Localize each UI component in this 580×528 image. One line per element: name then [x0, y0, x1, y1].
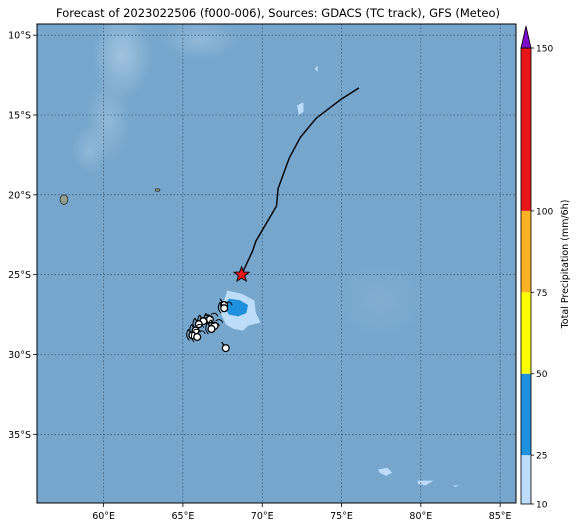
longitude-tick-label: 65°E — [171, 511, 194, 522]
cloud-texture — [72, 125, 108, 175]
wind-barb — [217, 301, 222, 314]
wind-symbols — [186, 298, 233, 353]
island-layer — [59, 188, 161, 205]
wind-barb — [199, 317, 208, 322]
current-position-star — [232, 265, 251, 283]
longitude-tick-label: 75°E — [330, 511, 353, 522]
precip-area — [378, 467, 393, 476]
precip-area — [297, 102, 304, 115]
longitude-tick-label: 60°E — [92, 511, 115, 522]
latitude-tick-label: 25°S — [8, 270, 31, 281]
wind-barb — [205, 322, 209, 335]
map-title: Forecast of 2023022506 (f000-006), Sourc… — [56, 6, 500, 20]
wind-barb — [186, 329, 190, 341]
colorbar-segment — [521, 373, 531, 456]
precip-area — [417, 480, 434, 486]
island-outline — [154, 188, 161, 192]
colorbar-segment — [521, 210, 531, 293]
wind-barb — [212, 322, 220, 327]
colorbar-tick-label: 50 — [536, 370, 548, 380]
wind-barb — [204, 314, 213, 319]
wind-barb — [210, 312, 219, 317]
cloud-texture — [160, 24, 240, 60]
colorbar-segment — [521, 455, 531, 504]
wind-circle — [220, 304, 229, 313]
latitude-tick-label: 20°S — [8, 190, 31, 201]
cyclone-track — [232, 87, 360, 283]
latitude-tick-label: 10°S — [8, 31, 31, 42]
wind-barb — [215, 319, 224, 323]
island-outline — [59, 194, 69, 205]
wind-circle — [221, 344, 230, 353]
colorbar-tick-label: 75 — [536, 289, 547, 299]
precip-area — [452, 485, 459, 487]
cloud-texture — [330, 260, 430, 340]
track-line — [240, 87, 360, 275]
colorbar-label: Total Precipitation (mm/6h) — [560, 200, 571, 330]
colorbar-segment — [521, 48, 531, 211]
colorbar-tick-label: 100 — [536, 207, 553, 217]
latitude-tick-label: 30°S — [8, 350, 31, 361]
colorbar-tick-label: 150 — [536, 45, 553, 55]
colorbar-frame — [520, 47, 532, 505]
wind-circle — [193, 332, 202, 341]
precip-area — [314, 65, 318, 72]
longitude-tick-label: 85°E — [489, 511, 512, 522]
map-frame — [36, 23, 517, 504]
map-axes: 60°E 65°E 70°E 75°E 80°E 85°E 10°S 15°S 20°S 25°S… — [8, 31, 511, 522]
colorbar-extend-arrow — [520, 25, 532, 49]
wind-barb — [196, 323, 205, 328]
longitude-tick-label: 80°E — [409, 511, 432, 522]
colorbar-tick-label: 25 — [536, 452, 547, 462]
latitude-tick-label: 35°S — [8, 430, 31, 441]
colorbar-segment — [521, 292, 531, 374]
wind-circle — [207, 324, 216, 334]
colorbar: 10 25 50 75 100 150 Total Precipitation (mm/6h… — [520, 25, 571, 511]
gridlines — [37, 24, 516, 503]
wind-barb — [193, 328, 201, 333]
colorbar-tick-label: 10 — [536, 501, 548, 511]
wind-barb — [197, 330, 206, 335]
longitude-tick-label: 70°E — [251, 511, 274, 522]
wind-barb — [190, 330, 195, 343]
latitude-tick-label: 15°S — [8, 111, 31, 122]
wind-barb — [224, 301, 233, 306]
